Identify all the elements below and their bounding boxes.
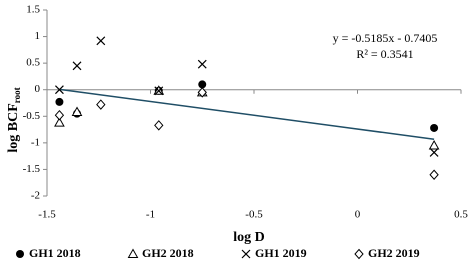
point	[154, 120, 164, 131]
point	[71, 106, 83, 117]
point	[198, 80, 207, 89]
legend-item: GH1 2019	[241, 246, 307, 260]
x-tick-label: -0.5	[245, 209, 263, 221]
point	[428, 139, 440, 150]
point	[429, 147, 439, 157]
point	[72, 61, 82, 71]
point	[197, 87, 207, 98]
y-axis-label: log BCFroot	[6, 87, 22, 152]
y-tick-label: -1	[31, 136, 40, 148]
x-tick-label: -1	[146, 209, 155, 221]
y-axis-label-main: log BCF	[6, 103, 21, 152]
point	[55, 97, 64, 106]
point	[197, 59, 207, 69]
equation: y = -0.5185x - 0.7405	[333, 31, 438, 45]
trendline	[59, 88, 435, 140]
x-tick-label: -1.5	[38, 209, 56, 221]
y-tick-label: -1.5	[23, 163, 41, 175]
x-tick-label: 0	[355, 209, 361, 221]
point	[96, 99, 106, 110]
point	[96, 36, 106, 46]
point	[54, 85, 64, 95]
y-tick-label: 1	[35, 30, 41, 42]
legend-label: GH2 2019	[368, 246, 420, 260]
legend-item: GH1 2018	[16, 246, 81, 260]
legend-marker	[127, 248, 139, 258]
legend-label: GH1 2019	[255, 246, 307, 260]
y-tick-label: -0.5	[23, 110, 41, 122]
point	[54, 117, 65, 127]
point	[430, 123, 439, 132]
legend-item: GH2 2019	[354, 246, 420, 260]
point	[154, 86, 164, 96]
y-tick-label: -2	[31, 190, 40, 202]
y-tick-label: 0.5	[26, 57, 40, 69]
legend-label: GH2 2018	[142, 246, 194, 260]
point	[54, 109, 65, 121]
legend-label: GH1 2018	[29, 246, 81, 260]
legend-marker	[354, 248, 364, 260]
legend-marker	[16, 250, 24, 258]
x-tick-label: 0.5	[454, 209, 468, 221]
x-axis-label: log D	[233, 230, 265, 245]
legend-marker	[241, 249, 251, 259]
y-tick-label: 1.5	[26, 4, 40, 16]
y-tick-label: 0	[35, 83, 41, 95]
r-squared: R² = 0.3541	[356, 47, 413, 61]
y-axis-label-sub: root	[12, 87, 22, 103]
legend-item: GH2 2018	[127, 246, 194, 260]
point	[429, 169, 439, 180]
